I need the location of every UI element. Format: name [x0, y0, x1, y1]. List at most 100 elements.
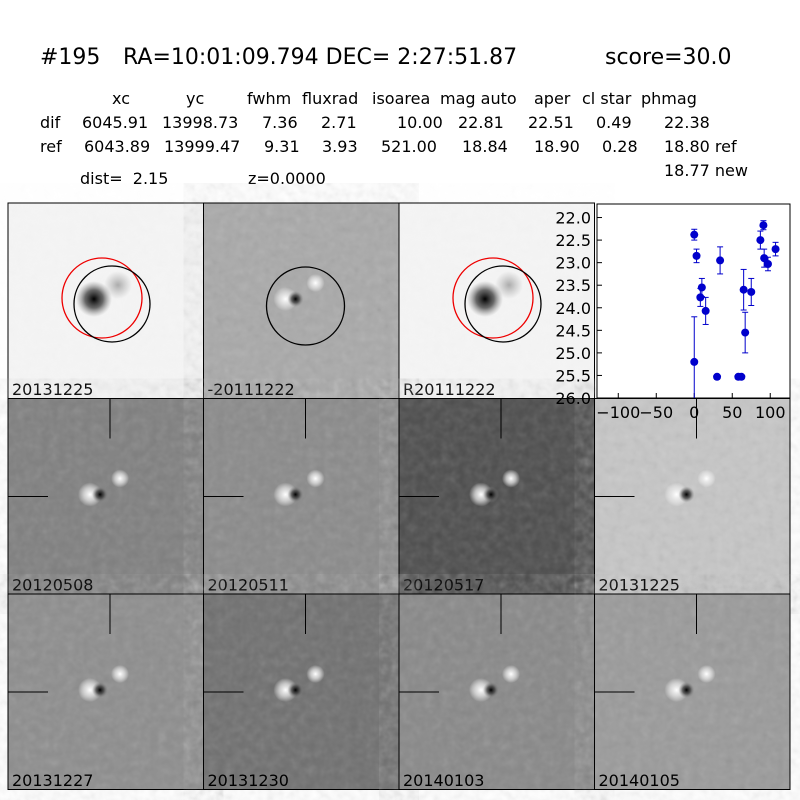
table-cell: 13999.47: [164, 137, 240, 156]
source-blob: [287, 486, 304, 503]
data-point: [697, 283, 706, 292]
data-point: [701, 306, 710, 315]
aperture: [61, 257, 143, 339]
light-curve: 22.0 22.5 23.0 23.5 24.0 24.5 25.0 25.5 26.0 −100…: [555, 203, 791, 422]
panel-label: 20131230: [208, 771, 289, 790]
table-cell: 2.71: [321, 113, 357, 132]
column-header: phmag: [641, 89, 697, 108]
y-tick-label: 24.0: [555, 299, 591, 318]
column-header: aper: [534, 89, 571, 108]
table-cell: 521.00: [381, 137, 437, 156]
y-tick-label: 26.0: [555, 389, 591, 408]
x-tick-label: −50: [639, 403, 673, 422]
source-blob: [495, 271, 523, 299]
column-header: fwhm: [247, 89, 291, 108]
column-header: mag auto: [440, 89, 517, 108]
y-tick-label: 25.0: [555, 344, 591, 363]
table-cell: 18.84: [462, 137, 508, 156]
object-id: #195: [40, 45, 100, 70]
table-cell: 6045.91: [82, 113, 148, 132]
y-tick-label: 22.5: [555, 231, 591, 250]
data-point: [763, 260, 772, 269]
y-tick-label: 25.5: [555, 366, 591, 385]
aperture: [464, 265, 542, 343]
data-point: [771, 245, 780, 254]
data-point: [739, 285, 748, 294]
table-cell: 22.81: [458, 113, 504, 132]
redshift: z=0.0000: [248, 169, 326, 188]
score: score=30.0: [605, 45, 732, 70]
table-cell: 0.28: [602, 137, 638, 156]
new-mag: 18.77 new: [664, 161, 748, 180]
table-cell: 10.00: [397, 113, 443, 132]
source-blob: [287, 291, 304, 307]
panel-label: 20131227: [12, 771, 93, 790]
source-blob: [92, 682, 108, 698]
source-blob: [483, 682, 499, 698]
coordinates: RA=10:01:09.794 DEC= 2:27:51.87: [123, 45, 517, 70]
table-cell: 7.36: [262, 113, 298, 132]
distance: dist= 2.15: [80, 169, 168, 188]
panel-grid: 20131225 -20111222 R20111222 20120508 201205…: [7, 202, 791, 790]
source-blob: [467, 281, 503, 317]
data-point: [747, 287, 756, 296]
panel-label: -20111222: [208, 380, 295, 399]
data-point: [713, 372, 722, 381]
data-point: [759, 221, 768, 230]
x-tick-label: 0: [689, 403, 699, 422]
table-cell: 13998.73: [162, 113, 238, 132]
data-point: [716, 256, 725, 265]
table-cell: 22.38: [664, 113, 710, 132]
aperture: [452, 257, 534, 339]
source-blob: [697, 469, 716, 488]
table-cell: 18.80 ref: [664, 137, 737, 156]
data-point: [737, 372, 746, 381]
source-blob: [104, 271, 132, 299]
data-point: [741, 328, 750, 337]
data-point: [760, 254, 769, 263]
panel-border: [594, 593, 791, 790]
source-blob: [306, 665, 325, 683]
table-cell: 22.51: [528, 113, 574, 132]
x-tick-label: 50: [722, 403, 742, 422]
column-header: xc: [112, 89, 130, 108]
source-blob: [697, 665, 716, 683]
table-cell: 3.93: [322, 137, 358, 156]
y-tick-label: 24.5: [555, 321, 591, 340]
source-blob: [111, 469, 129, 488]
source-blob: [483, 486, 499, 503]
panel-label: 20120517: [403, 576, 484, 595]
source-blob: [306, 469, 325, 488]
column-header: yc: [186, 89, 204, 108]
y-tick-label: 23.5: [555, 276, 591, 295]
data-point: [692, 251, 701, 260]
data-point: [756, 236, 765, 245]
source-blob: [76, 281, 112, 317]
source-blob: [92, 486, 108, 503]
table-cell: 18.90: [534, 137, 580, 156]
source-blob: [502, 665, 520, 683]
source-blob: [678, 682, 695, 698]
source-blob: [287, 682, 304, 698]
panel-label: 20120508: [12, 576, 93, 595]
source-blob: [306, 274, 325, 292]
source-blob: [678, 486, 695, 503]
aperture: [73, 265, 151, 343]
column-header: fluxrad: [302, 89, 358, 108]
y-tick-label: 23.0: [555, 254, 591, 273]
panel-label: 20131225: [599, 576, 680, 595]
table-cell: 9.31: [264, 137, 300, 156]
source-blob: [111, 665, 129, 683]
x-tick-label: −100: [596, 403, 640, 422]
panel-label: R20111222: [403, 380, 496, 399]
data-point: [690, 357, 699, 366]
source-blob: [502, 469, 520, 488]
table-cell: 0.49: [596, 113, 632, 132]
column-header: isoarea: [372, 89, 430, 108]
panel-label: 20140105: [599, 771, 680, 790]
column-header: cl star: [582, 89, 632, 108]
panel-label: 20140103: [403, 771, 484, 790]
row-label: ref: [40, 137, 62, 156]
panel-label: 20120511: [208, 576, 289, 595]
